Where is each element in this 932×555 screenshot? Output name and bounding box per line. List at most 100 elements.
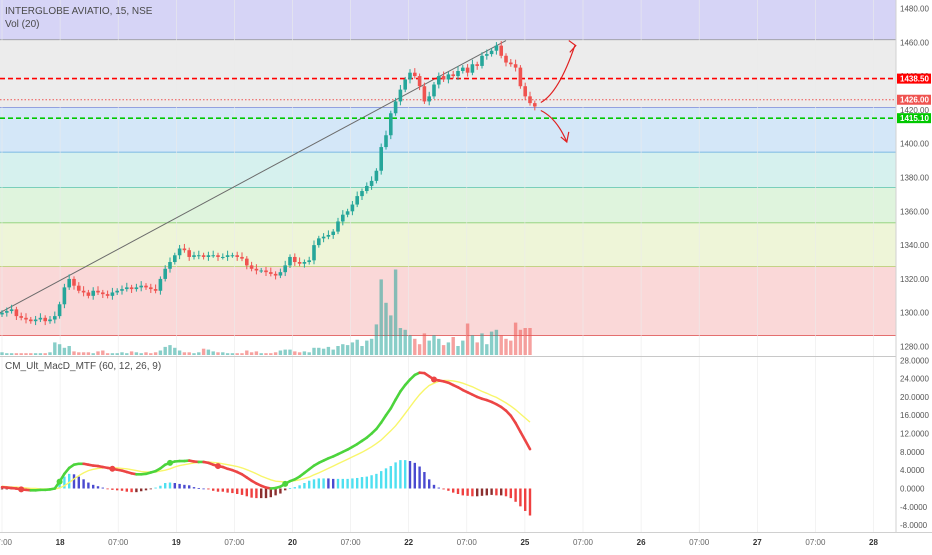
macd-histogram-bar bbox=[250, 489, 252, 498]
candle-body bbox=[58, 304, 62, 316]
volume-bar bbox=[29, 353, 32, 355]
macd-tick-label: 8.0000 bbox=[900, 448, 925, 457]
macd-line-segment bbox=[396, 391, 401, 399]
candle-body bbox=[0, 313, 4, 315]
volume-bar bbox=[216, 352, 219, 355]
candle-body bbox=[211, 255, 215, 256]
candle-body bbox=[336, 221, 340, 231]
time-tick-label: 22 bbox=[404, 538, 413, 547]
candle-body bbox=[5, 311, 9, 313]
candle-body bbox=[442, 76, 446, 79]
macd-histogram-bar bbox=[524, 489, 526, 511]
macd-histogram-bar bbox=[150, 489, 152, 490]
candle-body bbox=[322, 237, 326, 239]
volume-bar bbox=[279, 351, 282, 356]
candle-body bbox=[111, 292, 115, 295]
volume-bar bbox=[260, 353, 263, 355]
candle-body bbox=[72, 279, 76, 286]
macd-histogram-bar bbox=[154, 488, 156, 489]
candle-body bbox=[375, 171, 379, 181]
time-tick-label: 20 bbox=[288, 538, 297, 547]
time-tick-label: 25 bbox=[520, 538, 529, 547]
candle bbox=[58, 302, 62, 319]
volume-bar bbox=[298, 352, 301, 355]
fib-band-3 bbox=[0, 152, 896, 188]
candle-body bbox=[317, 238, 321, 245]
volume-bar bbox=[485, 344, 488, 355]
candle-body bbox=[173, 255, 177, 262]
candle-body bbox=[82, 291, 86, 293]
macd-tick-label: 28.0000 bbox=[900, 356, 929, 365]
volume-bar bbox=[125, 353, 128, 355]
candle-body bbox=[250, 265, 254, 268]
macd-title: CM_Ult_MacD_MTF (60, 12, 26, 9) bbox=[5, 361, 161, 372]
volume-title: Vol (20) bbox=[5, 19, 39, 30]
price-tick-label: 1320.00 bbox=[900, 275, 929, 284]
candle bbox=[432, 82, 436, 99]
volume-bar bbox=[245, 351, 248, 356]
time-tick-label: 27 bbox=[753, 538, 762, 547]
macd-histogram-bar bbox=[212, 489, 214, 491]
volume-bar bbox=[10, 353, 13, 355]
volume-bar bbox=[490, 332, 493, 355]
volume-bar bbox=[428, 341, 431, 355]
price-tick-label: 1380.00 bbox=[900, 174, 929, 183]
macd-histogram-bar bbox=[102, 488, 104, 489]
volume-bar bbox=[63, 348, 66, 355]
volume-bar bbox=[524, 328, 527, 355]
macd-histogram-bar bbox=[82, 479, 84, 488]
volume-bar bbox=[461, 341, 464, 355]
candle-body bbox=[226, 255, 230, 257]
volume-bar bbox=[327, 347, 330, 355]
volume-bar bbox=[39, 353, 42, 355]
macd-histogram-bar bbox=[452, 489, 454, 493]
volume-bar bbox=[0, 352, 3, 355]
time-tick-label: 18 bbox=[56, 538, 65, 547]
volume-bar bbox=[111, 353, 114, 355]
macd-histogram-bar bbox=[433, 485, 435, 489]
candle-body bbox=[399, 90, 403, 102]
candle-body bbox=[307, 260, 311, 262]
macd-histogram-bar bbox=[361, 477, 363, 488]
volume-bar bbox=[183, 352, 186, 355]
macd-tick-label: 20.0000 bbox=[900, 393, 929, 402]
macd-histogram-bar bbox=[97, 486, 99, 488]
volume-bar bbox=[351, 342, 354, 355]
macd-tick-label: -8.0000 bbox=[900, 521, 928, 530]
time-tick-label: 19 bbox=[172, 538, 181, 547]
candle bbox=[519, 65, 523, 89]
macd-histogram-bar bbox=[442, 489, 444, 490]
candle-body bbox=[163, 269, 167, 279]
volume-bar bbox=[58, 344, 61, 355]
volume-bar bbox=[495, 330, 498, 355]
volume-bar bbox=[442, 345, 445, 355]
volume-bar bbox=[116, 353, 119, 355]
macd-histogram-bar bbox=[140, 489, 142, 492]
candle-body bbox=[34, 320, 38, 322]
candle-body bbox=[29, 320, 33, 322]
candle-body bbox=[509, 63, 513, 65]
candle-body bbox=[303, 262, 307, 264]
volume-bar bbox=[456, 346, 459, 355]
macd-histogram-bar bbox=[73, 474, 75, 488]
candle-body bbox=[197, 255, 201, 256]
volume-bar bbox=[380, 279, 383, 355]
macd-histogram-bar bbox=[193, 487, 195, 488]
candle-body bbox=[327, 235, 331, 237]
volume-bar bbox=[466, 324, 469, 356]
volume-bar bbox=[77, 352, 80, 355]
macd-histogram-bar bbox=[327, 478, 329, 488]
macd-histogram-bar bbox=[351, 478, 353, 488]
macd-histogram-bar bbox=[409, 461, 411, 488]
candle-body bbox=[504, 56, 508, 63]
macd-histogram-bar bbox=[318, 478, 320, 488]
volume-legend: Vol (20) bbox=[5, 18, 39, 31]
candle-body bbox=[207, 255, 211, 257]
volume-bar bbox=[264, 353, 267, 355]
volume-bar bbox=[221, 352, 224, 355]
candle-body bbox=[115, 291, 119, 293]
macd-histogram-bar bbox=[159, 486, 161, 489]
macd-histogram-bar bbox=[505, 489, 507, 497]
macd-histogram-bar bbox=[390, 466, 392, 488]
